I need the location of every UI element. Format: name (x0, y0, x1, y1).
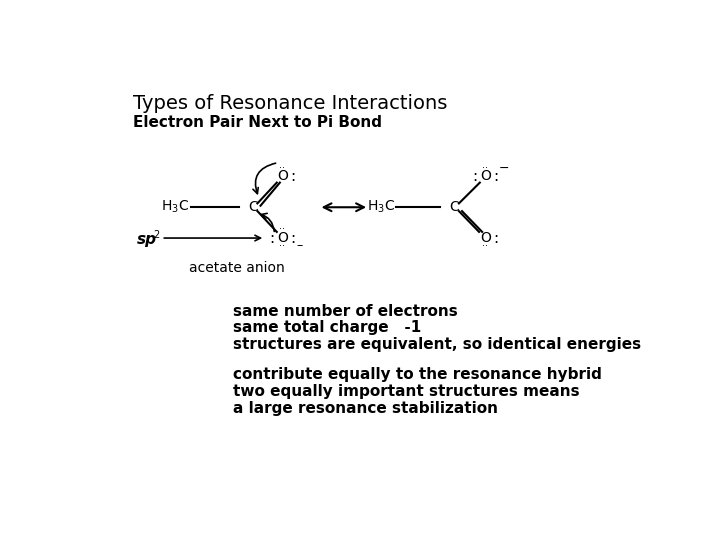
Text: a large resonance stabilization: a large resonance stabilization (233, 401, 498, 415)
Text: same total charge   -1: same total charge -1 (233, 320, 422, 335)
Text: acetate anion: acetate anion (189, 261, 285, 275)
Text: ··: ·· (482, 163, 488, 173)
Text: :: : (290, 231, 296, 246)
Text: −: − (498, 162, 509, 176)
Text: O: O (276, 231, 287, 245)
Text: –: – (296, 239, 302, 252)
Text: contribute equally to the resonance hybrid: contribute equally to the resonance hybr… (233, 367, 602, 382)
Text: H$_3$C: H$_3$C (366, 199, 395, 215)
Text: same number of electrons: same number of electrons (233, 303, 458, 319)
FancyArrowPatch shape (253, 163, 276, 194)
Text: O: O (480, 231, 491, 245)
Text: 2: 2 (153, 230, 159, 240)
FancyArrowPatch shape (261, 213, 274, 232)
Text: Electron Pair Next to Pi Bond: Electron Pair Next to Pi Bond (132, 115, 382, 130)
Text: ··: ·· (279, 163, 285, 173)
Text: Types of Resonance Interactions: Types of Resonance Interactions (132, 94, 447, 113)
Text: :: : (493, 169, 499, 184)
Text: :: : (269, 231, 274, 246)
Text: :: : (493, 231, 499, 246)
Text: ··: ·· (279, 225, 285, 234)
Text: :: : (290, 169, 296, 184)
Text: :: : (472, 169, 477, 184)
Text: C: C (449, 200, 459, 214)
Text: structures are equivalent, so identical energies: structures are equivalent, so identical … (233, 338, 642, 353)
Text: two equally important structures means: two equally important structures means (233, 383, 580, 399)
Text: ··: ·· (279, 241, 285, 252)
Text: O: O (480, 170, 491, 184)
Text: H$_3$C: H$_3$C (161, 199, 189, 215)
Text: O: O (276, 170, 287, 184)
Text: sp: sp (137, 232, 156, 247)
Text: C: C (248, 200, 258, 214)
Text: ··: ·· (482, 241, 488, 252)
